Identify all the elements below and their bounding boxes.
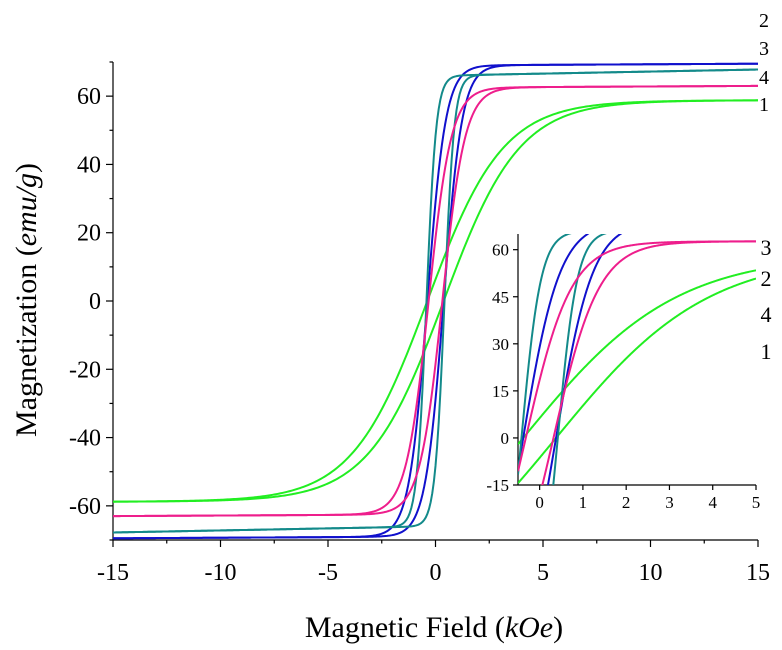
inset-y-tick-label: 60 xyxy=(492,241,509,260)
y-tick-label: 20 xyxy=(77,221,101,247)
curve-label-3: 3 xyxy=(759,38,769,60)
y-tick-label: 60 xyxy=(77,84,101,110)
y-axis-title: Magnetization (emu/g) xyxy=(10,163,43,437)
y-tick-label: 40 xyxy=(77,152,101,178)
inset-y-tick-label: 0 xyxy=(501,429,510,448)
y-tick-label: -20 xyxy=(69,357,101,383)
curve-label-4: 4 xyxy=(759,67,769,89)
inset-x-tick-label: 5 xyxy=(752,493,761,512)
inset-series-3-descending-curve xyxy=(518,234,572,475)
series-4-descending-curve xyxy=(113,84,758,518)
x-tick-label: 0 xyxy=(430,560,442,586)
y-tick-label: 0 xyxy=(89,289,101,315)
x-tick-label: -10 xyxy=(205,560,237,586)
series-4-ascending-curve xyxy=(113,84,758,518)
inset-series-2-descending-curve xyxy=(518,234,590,469)
inset-y-tick-label: 30 xyxy=(492,335,509,354)
inset-x-tick-label: 1 xyxy=(579,493,588,512)
x-tick-label: -5 xyxy=(318,560,338,586)
x-tick-label: 5 xyxy=(537,560,549,586)
y-tick-label: -40 xyxy=(69,426,101,452)
inset-series-4-descending-curve xyxy=(518,240,756,472)
inset-x-tick-label: 4 xyxy=(708,493,717,512)
inset-x-tick-label: 0 xyxy=(535,493,544,512)
inset-series-2-ascending-curve xyxy=(546,234,623,485)
x-axis-title: Magnetic Field (kOe) xyxy=(305,611,563,644)
inset-curve-label-2: 2 xyxy=(761,266,772,291)
inset-y-tick-label: 45 xyxy=(492,288,509,307)
series-1-ascending-curve xyxy=(113,99,758,503)
x-tick-label: -15 xyxy=(97,560,129,586)
curve-label-1: 1 xyxy=(759,94,769,116)
inset-y-tick-label: -15 xyxy=(486,476,509,495)
inset-series-3-ascending-curve xyxy=(552,234,607,485)
inset-series-1-descending-curve xyxy=(518,269,756,445)
x-tick-label: 10 xyxy=(639,560,663,586)
series-1-descending-curve xyxy=(113,99,758,503)
inset-curve-label-4: 4 xyxy=(761,302,772,327)
series-3-descending-curve xyxy=(113,68,758,534)
series-2-descending-curve xyxy=(113,62,758,540)
inset-x-tick-label: 3 xyxy=(665,493,674,512)
inset-curve-label-1: 1 xyxy=(761,339,772,364)
curve-label-2: 2 xyxy=(759,10,769,32)
inset-y-tick-label: 15 xyxy=(492,382,509,401)
x-tick-label: 15 xyxy=(746,560,770,586)
y-tick-label: -60 xyxy=(69,494,101,520)
inset-x-tick-label: 2 xyxy=(622,493,631,512)
inset-curve-label-3: 3 xyxy=(761,235,772,260)
